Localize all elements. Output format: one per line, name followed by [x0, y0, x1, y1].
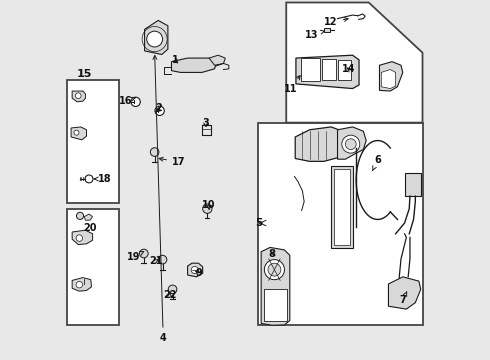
Text: 10: 10 — [202, 200, 216, 210]
Circle shape — [203, 204, 212, 213]
Text: 15: 15 — [77, 69, 93, 79]
Circle shape — [268, 263, 281, 276]
Bar — [331, 166, 353, 248]
Circle shape — [342, 67, 350, 76]
Text: 21: 21 — [149, 256, 163, 266]
Text: 12: 12 — [324, 17, 348, 27]
Polygon shape — [84, 214, 93, 220]
Polygon shape — [389, 277, 421, 309]
Text: 19: 19 — [127, 252, 144, 262]
Circle shape — [76, 212, 84, 220]
Circle shape — [147, 31, 163, 47]
Bar — [338, 59, 351, 80]
Polygon shape — [145, 21, 168, 54]
Circle shape — [345, 139, 356, 149]
Circle shape — [342, 135, 360, 153]
Polygon shape — [296, 55, 359, 89]
Polygon shape — [286, 3, 422, 123]
Circle shape — [85, 175, 93, 183]
Polygon shape — [338, 127, 366, 159]
Text: 9: 9 — [195, 268, 202, 278]
Bar — [258, 123, 422, 325]
Text: 22: 22 — [163, 291, 176, 301]
Polygon shape — [71, 127, 87, 140]
Bar — [322, 59, 337, 80]
Bar — [68, 209, 119, 325]
Bar — [324, 28, 330, 32]
Circle shape — [150, 148, 159, 156]
Circle shape — [76, 282, 82, 288]
Bar — [300, 58, 320, 81]
Text: 11: 11 — [284, 76, 300, 94]
Polygon shape — [188, 263, 203, 277]
Text: 8: 8 — [269, 248, 275, 258]
Bar — [334, 168, 350, 245]
Circle shape — [76, 235, 82, 241]
Circle shape — [74, 130, 79, 135]
Circle shape — [265, 260, 285, 280]
Text: 3: 3 — [202, 118, 209, 128]
Circle shape — [140, 249, 148, 258]
Circle shape — [75, 93, 81, 99]
Bar — [405, 173, 421, 196]
Circle shape — [338, 234, 345, 241]
Polygon shape — [172, 58, 216, 72]
Text: 17: 17 — [159, 157, 185, 167]
Circle shape — [131, 97, 140, 107]
Text: 6: 6 — [372, 155, 381, 171]
Circle shape — [338, 173, 345, 180]
Text: 5: 5 — [255, 218, 263, 228]
Text: 4: 4 — [153, 55, 167, 343]
Circle shape — [158, 255, 167, 264]
Polygon shape — [72, 230, 93, 244]
Text: 18: 18 — [94, 174, 111, 184]
Text: 2: 2 — [155, 103, 162, 113]
Text: 20: 20 — [83, 224, 97, 233]
Polygon shape — [381, 69, 395, 89]
Polygon shape — [261, 247, 290, 325]
Circle shape — [155, 106, 164, 116]
Polygon shape — [295, 127, 349, 161]
Text: 1: 1 — [172, 55, 178, 65]
Polygon shape — [72, 91, 85, 102]
Text: 16: 16 — [119, 96, 136, 106]
Circle shape — [191, 266, 198, 274]
Circle shape — [168, 285, 177, 294]
Text: 14: 14 — [342, 64, 355, 74]
Polygon shape — [379, 62, 403, 91]
Text: 13: 13 — [305, 30, 324, 40]
Polygon shape — [72, 278, 92, 291]
Text: 7: 7 — [399, 292, 407, 305]
Polygon shape — [209, 55, 225, 65]
Bar — [264, 289, 287, 320]
Bar — [68, 80, 119, 203]
